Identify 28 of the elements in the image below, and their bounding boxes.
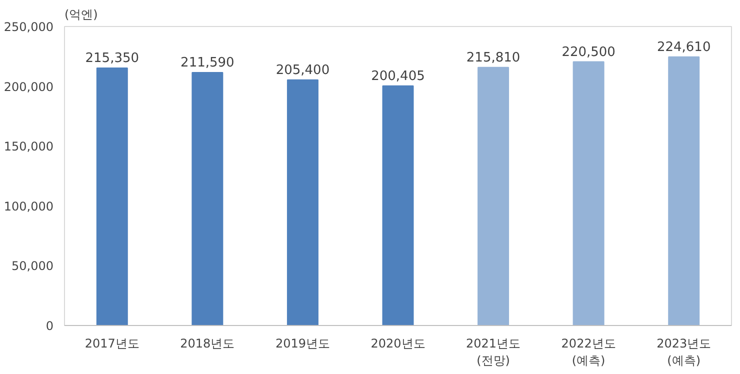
y-tick-label: 200,000 [4, 80, 54, 94]
y-tick-label: 100,000 [4, 199, 54, 214]
x-tick-label: 2021년도 (전망) [466, 336, 521, 368]
bar [286, 79, 318, 326]
bar [478, 66, 510, 326]
y-axis-title: (억엔) [64, 8, 98, 22]
data-label: 215,810 [466, 50, 520, 66]
x-tick-label: 2018년도 [180, 336, 235, 350]
x-tick-label: 2022년도 (예측) [561, 336, 616, 368]
bar [382, 85, 414, 326]
data-label: 224,610 [656, 40, 711, 55]
y-tick-label: 250,000 [4, 20, 54, 34]
bar [572, 61, 604, 326]
y-tick-label: 150,000 [4, 140, 54, 154]
bar [668, 56, 700, 326]
x-tick-label: 2019년도 [275, 336, 330, 350]
data-label: 205,400 [276, 62, 330, 78]
bar [96, 67, 128, 326]
bar [192, 72, 224, 326]
data-label: 220,500 [562, 44, 616, 60]
y-tick-label: 50,000 [12, 259, 54, 274]
x-tick-label: 2017년도 [84, 336, 140, 350]
data-label: 215,350 [85, 50, 140, 66]
data-label: 200,405 [371, 68, 425, 84]
data-label: 211,590 [180, 55, 234, 70]
x-tick-label: 2023년도 (예측) [656, 336, 712, 368]
x-tick-label: 2020년도 [370, 336, 426, 350]
y-tick-label: 0 [46, 319, 54, 333]
